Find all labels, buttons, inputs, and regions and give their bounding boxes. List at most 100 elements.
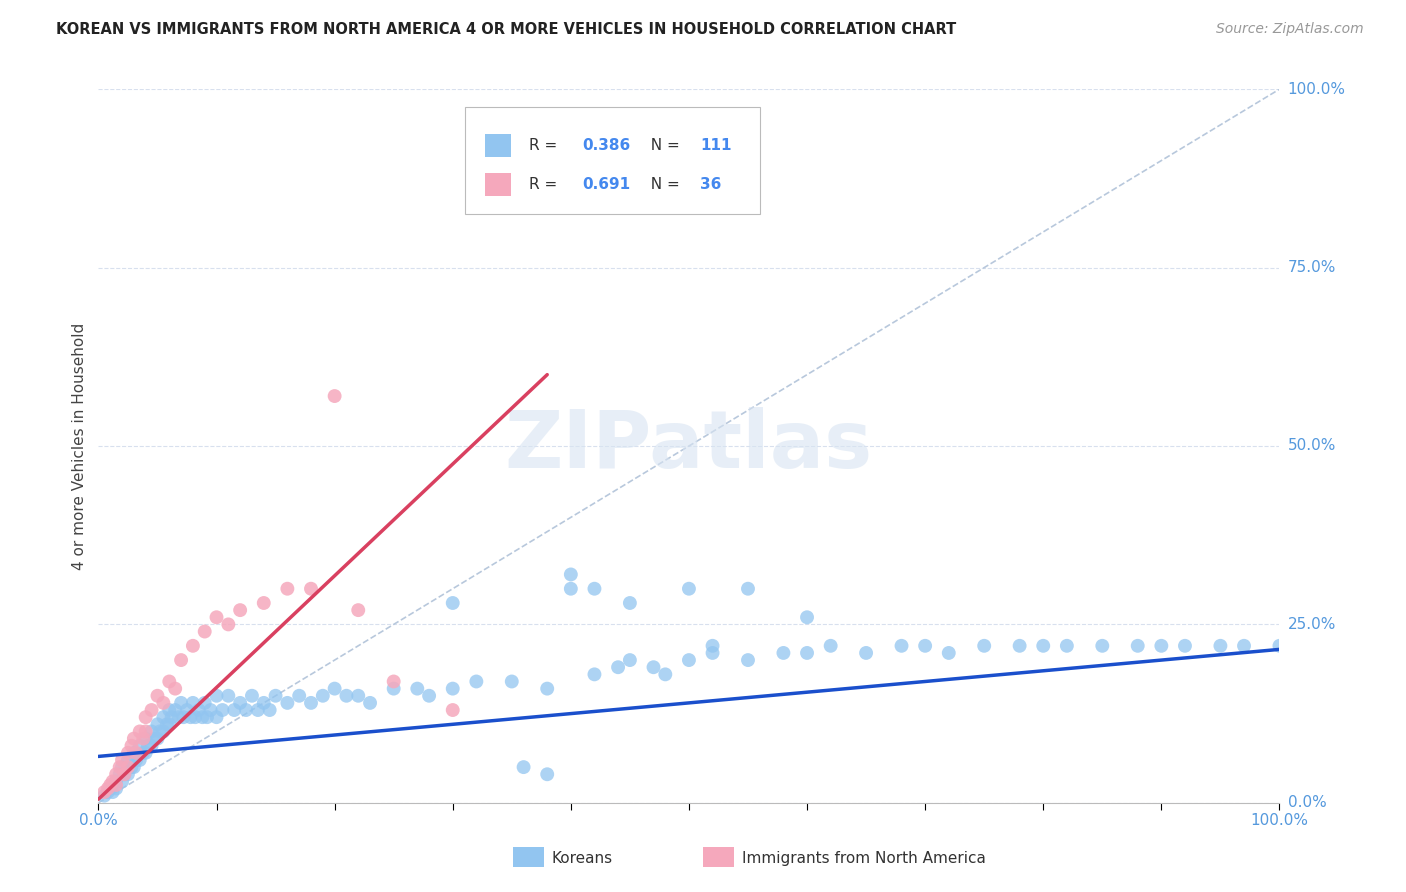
Text: R =: R = (529, 178, 562, 193)
Point (465, 674, 488, 689)
Point (125, 746, 148, 760)
Point (146, 717, 169, 731)
Point (125, 753, 148, 767)
Text: ZIPatlas: ZIPatlas (505, 407, 873, 485)
Point (246, 703, 269, 717)
Point (702, 646, 724, 660)
Point (323, 681, 346, 696)
Text: 25.0%: 25.0% (1288, 617, 1336, 632)
Point (122, 746, 145, 760)
Point (105, 774, 128, 789)
Point (211, 703, 233, 717)
Point (135, 731, 157, 746)
Point (152, 696, 174, 710)
Point (323, 389, 346, 403)
Point (276, 582, 298, 596)
Point (195, 710, 218, 724)
Point (135, 710, 157, 724)
Text: 75.0%: 75.0% (1288, 260, 1336, 275)
Point (93, 785, 115, 799)
Point (335, 689, 357, 703)
Point (224, 703, 246, 717)
Point (382, 674, 405, 689)
Point (181, 696, 204, 710)
Point (165, 703, 187, 717)
Point (1126, 639, 1149, 653)
Point (583, 667, 606, 681)
Point (160, 710, 183, 724)
Point (441, 703, 464, 717)
Text: Immigrants from North America: Immigrants from North America (742, 851, 986, 865)
Point (772, 646, 794, 660)
Point (128, 739, 150, 753)
Text: Source: ZipAtlas.com: Source: ZipAtlas.com (1216, 22, 1364, 37)
Point (796, 610, 818, 624)
Point (157, 674, 180, 689)
Point (607, 660, 630, 674)
Point (191, 710, 214, 724)
Point (217, 617, 239, 632)
Text: 0.0%: 0.0% (1288, 796, 1326, 810)
Text: KOREAN VS IMMIGRANTS FROM NORTH AMERICA 4 OR MORE VEHICLES IN HOUSEHOLD CORRELAT: KOREAN VS IMMIGRANTS FROM NORTH AMERICA … (56, 22, 956, 37)
Point (132, 731, 155, 746)
Point (702, 639, 724, 653)
Point (382, 681, 405, 696)
Point (105, 781, 128, 796)
Point (259, 703, 281, 717)
Point (184, 710, 207, 724)
Point (1209, 639, 1232, 653)
Point (512, 760, 534, 774)
Point (117, 746, 139, 760)
Point (737, 582, 759, 596)
Point (1032, 639, 1054, 653)
Point (312, 689, 335, 703)
Point (146, 689, 169, 703)
Point (157, 703, 180, 717)
Point (121, 760, 143, 774)
Point (501, 674, 523, 689)
Point (678, 582, 700, 596)
Point (152, 724, 174, 739)
Point (132, 746, 155, 760)
Point (1268, 639, 1291, 653)
Point (441, 596, 464, 610)
Point (170, 653, 193, 667)
Point (101, 785, 124, 799)
Point (583, 582, 606, 596)
Point (93, 789, 115, 803)
Point (112, 767, 135, 781)
Point (299, 582, 322, 596)
Point (165, 681, 187, 696)
Point (98, 781, 121, 796)
Point (619, 653, 641, 667)
Point (205, 610, 228, 624)
Point (172, 710, 194, 724)
Point (167, 710, 190, 724)
Point (152, 710, 174, 724)
Point (347, 689, 370, 703)
Point (117, 760, 139, 774)
Point (176, 703, 198, 717)
Text: 36: 36 (700, 178, 721, 193)
Point (359, 696, 381, 710)
Point (135, 746, 157, 760)
Point (117, 767, 139, 781)
Point (654, 667, 676, 681)
Point (619, 596, 641, 610)
Point (229, 696, 252, 710)
Point (105, 778, 128, 792)
Point (170, 696, 193, 710)
Point (820, 639, 842, 653)
Text: N =: N = (641, 178, 685, 193)
Point (181, 639, 204, 653)
Point (146, 731, 169, 746)
Point (347, 603, 370, 617)
Point (97, 785, 120, 799)
Point (143, 731, 166, 746)
Point (643, 660, 665, 674)
Point (560, 582, 582, 596)
Point (111, 774, 134, 789)
Point (938, 646, 960, 660)
Point (128, 724, 150, 739)
Point (187, 703, 209, 717)
